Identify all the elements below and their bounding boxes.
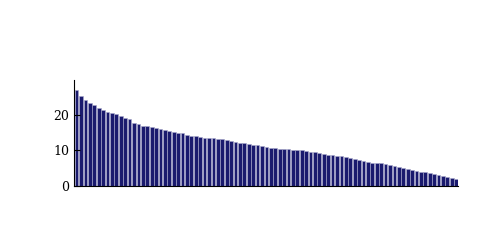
Bar [229,140,233,186]
Bar [216,139,220,186]
Bar [361,161,365,186]
Bar [309,152,312,186]
Bar [410,170,414,186]
Bar [242,143,246,186]
Bar [313,152,317,186]
Bar [300,150,303,186]
Bar [212,138,216,186]
Bar [432,174,436,186]
Bar [256,145,260,186]
Bar [158,129,162,186]
Bar [92,105,96,186]
Bar [454,179,458,186]
Bar [114,114,118,186]
Bar [79,96,83,186]
Bar [128,119,132,186]
Bar [322,154,325,186]
Bar [163,130,167,186]
Bar [388,165,392,186]
Bar [287,149,290,186]
Bar [415,171,419,186]
Bar [141,126,144,186]
Bar [291,150,295,186]
Bar [123,118,127,186]
Bar [145,126,149,186]
Bar [326,155,330,186]
Bar [234,142,238,186]
Bar [269,148,273,186]
Bar [185,135,189,186]
Bar [335,156,339,186]
Bar [353,159,357,186]
Bar [225,140,228,186]
Bar [97,108,100,186]
Bar [445,177,449,186]
Bar [176,133,180,186]
Bar [172,132,176,186]
Bar [366,162,370,186]
Bar [136,124,140,186]
Bar [295,150,299,186]
Bar [106,112,109,186]
Bar [252,145,255,186]
Bar [101,110,105,186]
Bar [406,169,409,186]
Bar [317,153,321,186]
Bar [260,146,264,186]
Bar [264,147,268,186]
Bar [220,139,224,186]
Bar [339,156,343,186]
Bar [75,90,79,186]
Bar [428,173,432,186]
Bar [331,155,335,186]
Bar [423,172,427,186]
Bar [282,149,286,186]
Bar [150,127,154,186]
Bar [110,113,114,186]
Bar [154,128,158,186]
Bar [278,149,281,186]
Bar [397,167,401,186]
Bar [384,164,387,186]
Bar [168,131,171,186]
Bar [375,163,379,186]
Bar [344,158,348,186]
Bar [437,175,441,186]
Bar [198,137,202,186]
Bar [194,136,198,186]
Bar [441,176,445,186]
Bar [247,144,251,186]
Bar [450,178,454,186]
Bar [190,136,193,186]
Bar [84,100,87,186]
Bar [273,148,277,186]
Bar [203,138,206,186]
Bar [357,160,361,186]
Bar [132,123,136,186]
Bar [393,166,396,186]
Bar [401,168,405,186]
Bar [207,138,211,186]
Bar [304,151,308,186]
Bar [419,171,423,186]
Bar [119,116,122,186]
Bar [371,163,374,186]
Bar [88,103,92,186]
Bar [348,158,352,186]
Bar [238,143,242,186]
Bar [180,133,184,186]
Bar [379,163,383,186]
